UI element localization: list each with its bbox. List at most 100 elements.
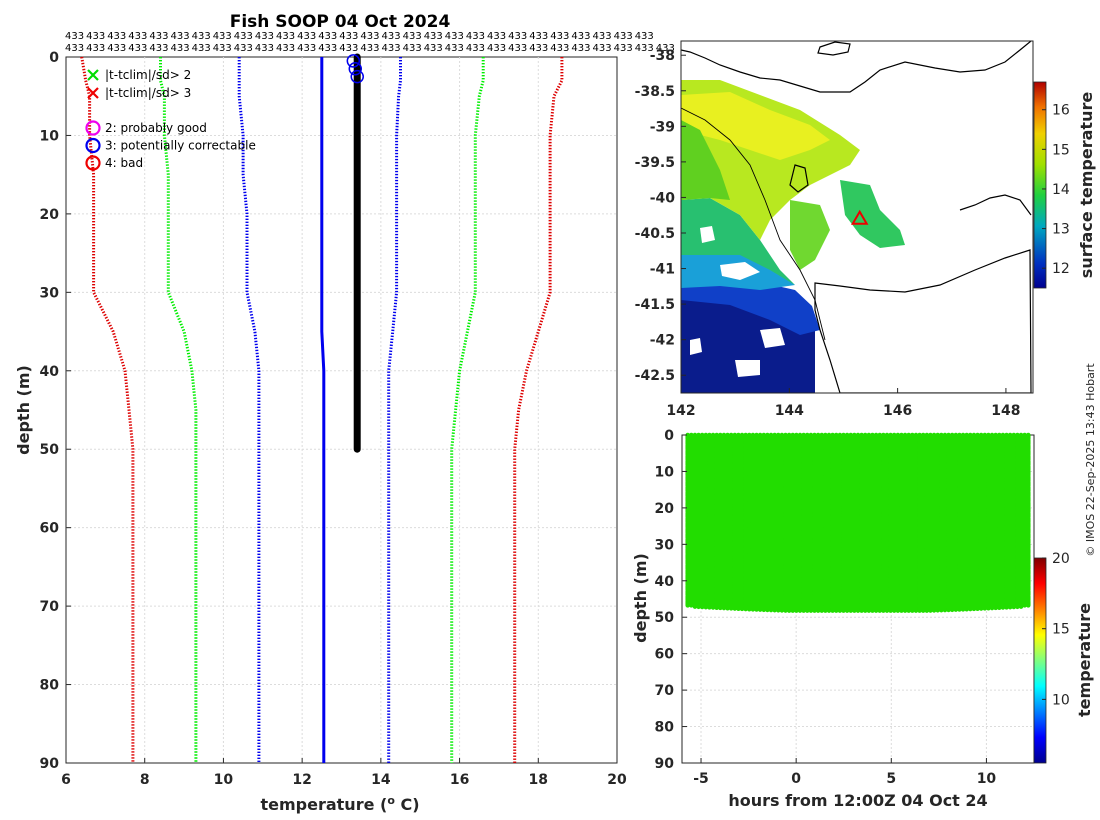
observed-profile (346, 53, 364, 453)
port-phillip-coast (817, 41, 851, 56)
sst-cb-tick-label: 13 (1052, 222, 1070, 238)
x-tick-label: 6 (61, 772, 71, 788)
count-label: 433 (192, 43, 211, 54)
profile-plot-area (65, 56, 618, 764)
depth-time-panel: -5 0 5 10 0 10 20 30 40 50 60 70 80 90 hours from 12:… (631, 428, 1094, 810)
count-label: 433 (149, 43, 168, 54)
cloud-patch (735, 360, 760, 377)
count-label: 433 (318, 31, 337, 42)
x-tick-label: 16 (450, 772, 469, 788)
cloud-patch (760, 328, 785, 348)
sst-cb-tick-label: 15 (1052, 142, 1070, 158)
sst-cb-tick-label: 16 (1052, 103, 1070, 119)
sst-colorbar-label: surface temperature (1077, 92, 1096, 279)
count-label: 433 (403, 43, 422, 54)
count-label: 433 (445, 43, 464, 54)
x-tick-label: 18 (529, 772, 548, 788)
count-label: 433 (382, 31, 401, 42)
profile-grid (66, 57, 617, 763)
depth-time-points (685, 432, 1031, 615)
cloud-patch (700, 226, 715, 243)
series-clim-2sd (450, 57, 485, 763)
map-x-tick-label: 146 (883, 403, 912, 419)
profile-location-marker (850, 209, 869, 225)
depth-time-ticks: -5 0 5 10 0 10 20 30 40 50 60 70 80 90 (655, 428, 997, 787)
shelf-contour (681, 107, 826, 341)
count-label: 433 (466, 43, 485, 54)
dt-y-tick-label: 90 (655, 756, 675, 772)
credit-text: © IMOS 22-Sep-2025 13:43 Hobart (1084, 363, 1097, 557)
count-label: 433 (171, 31, 190, 42)
profile-panel: Fish SOOP 04 Oct 2024 433 433 433 433 433 433… (14, 12, 675, 814)
legend-circle-marker (85, 137, 101, 154)
y-tick-label: 50 (40, 442, 60, 458)
count-label: 433 (297, 31, 316, 42)
map-y-tick-label: -40 (650, 190, 676, 206)
temperature-colorbar-label: temperature (1075, 603, 1094, 717)
map-y-tick-label: -38 (650, 48, 675, 64)
legend-label: |t-tclim|/sd> 3 (105, 86, 191, 100)
y-tick-label: 30 (40, 285, 60, 301)
legend-label: |t-tclim|/sd> 2 (105, 68, 191, 82)
y-tick-label: 40 (40, 364, 60, 380)
count-label: 433 (424, 43, 443, 54)
count-label: 433 (234, 43, 253, 54)
count-label: 433 (213, 31, 232, 42)
legend-x-marker (87, 87, 99, 99)
x-tick-label: 10 (214, 772, 234, 788)
warmest-band (681, 92, 830, 160)
sst-cb-tick-label: 14 (1052, 182, 1070, 198)
count-label: 433 (487, 31, 506, 42)
count-label: 433 (656, 43, 675, 54)
map-y-tick-label: -41 (650, 262, 675, 278)
count-label: 433 (86, 31, 105, 42)
temp-cb-tick-label: 15 (1052, 622, 1070, 638)
y-tick-label: 20 (40, 207, 60, 223)
profile-title: Fish SOOP 04 Oct 2024 (230, 12, 451, 32)
x-tick-label: 8 (140, 772, 150, 788)
dt-x-tick-label: 0 (791, 771, 801, 787)
map-ticks: 142 144 146 148 -38 -38.5 -39 -39.5 -40 -40.5 -41 -… (635, 48, 1021, 419)
y-tick-label: 60 (40, 521, 60, 537)
y-tick-label: 70 (40, 599, 60, 615)
profile-legend: |t-tclim|/sd> 2 |t-tclim|/sd> 3 2: probabl… (85, 68, 256, 171)
map-y-tick-label: -42 (650, 333, 675, 349)
sst-colorbar (1033, 81, 1047, 289)
dt-x-tick-label: 5 (886, 771, 896, 787)
profile-xlabel: temperature (o C) (260, 794, 419, 814)
x-tick-label: 14 (371, 772, 391, 788)
count-label: 433 (382, 43, 401, 54)
count-label: 433 (593, 43, 612, 54)
dt-y-tick-label: 10 (655, 464, 675, 480)
y-tick-label: 10 (40, 128, 60, 144)
flag-marker (350, 69, 364, 84)
sst-cb-tick-label: 12 (1052, 261, 1070, 277)
flag-marker (346, 54, 361, 68)
profile-ticks: 6 8 10 12 14 16 18 20 0 10 20 30 40 50 60 70 80 90 (40, 50, 627, 788)
count-label: 433 (276, 31, 295, 42)
sst-colorbar-ticks: 12 13 14 15 16 (1042, 103, 1070, 277)
map-panel: 142 144 146 148 -38 -38.5 -39 -39.5 -40 -40.5 -41 -… (635, 40, 1096, 419)
map-y-tick-label: -40.5 (635, 226, 675, 242)
dt-y-tick-label: 40 (655, 574, 675, 590)
temp-cb-tick-label: 10 (1052, 692, 1070, 708)
count-label: 433 (128, 31, 147, 42)
cool-water-region (681, 282, 820, 335)
series-clim-mean (320, 57, 326, 763)
depth-time-ylabel: depth (m) (631, 553, 650, 643)
y-tick-label: 90 (40, 756, 60, 772)
dt-y-tick-label: 0 (664, 428, 674, 444)
legend-x-marker (87, 69, 99, 81)
x-tick-label: 12 (292, 772, 311, 788)
count-label: 433 (614, 43, 633, 54)
count-label: 433 (571, 43, 590, 54)
count-label: 433 (192, 31, 211, 42)
dt-y-tick-label: 80 (655, 720, 675, 736)
count-label: 433 (593, 31, 612, 42)
cloud-patch (720, 262, 760, 280)
sst-field (681, 80, 905, 393)
count-label: 433 (86, 43, 105, 54)
count-label: 433 (550, 31, 569, 42)
legend-circle-marker (85, 155, 101, 171)
temperature-colorbar-ticks: 10 15 20 (1042, 551, 1070, 708)
